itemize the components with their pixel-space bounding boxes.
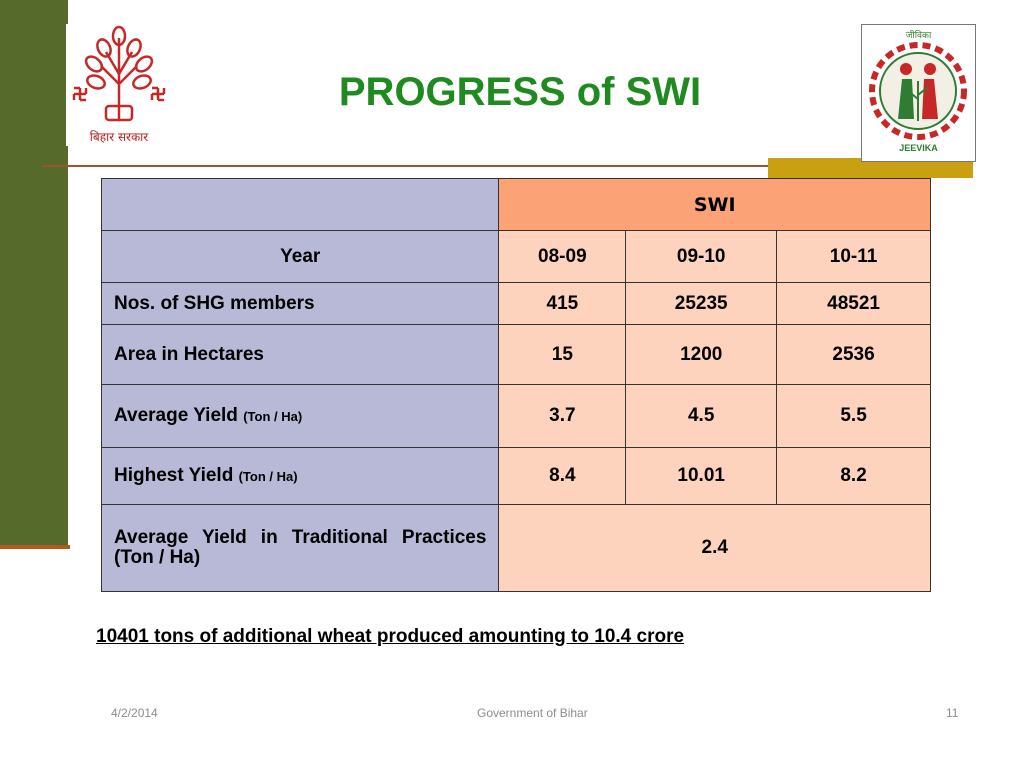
footer-date: 4/2/2014 (111, 706, 158, 720)
value-cell: 415 (498, 282, 627, 325)
value-cell: 25235 (625, 282, 778, 325)
row-label-text: Highest Yield (114, 465, 234, 486)
table-row: Area in Hectares 15 1200 2536 (100, 324, 931, 385)
value-cell: 3.7 (498, 384, 627, 448)
side-bar-edge (0, 545, 70, 549)
value-cell: 5.5 (776, 384, 931, 448)
table-corner-cell (100, 178, 500, 231)
title-divider (42, 165, 872, 167)
table-row: Nos. of SHG members 415 25235 48521 (100, 282, 931, 325)
row-label: Area in Hectares (100, 324, 500, 385)
row-label: Highest Yield (Ton / Ha) (100, 447, 500, 505)
year-row: Year 08-09 09-10 10-11 (100, 230, 931, 283)
row-label-text: Nos. of SHG members (114, 292, 315, 314)
table-row: Average Yield (Ton / Ha) 3.7 4.5 5.5 (100, 384, 931, 448)
row-unit: (Ton / Ha) (243, 409, 303, 424)
year-cell: 09-10 (625, 230, 778, 283)
bodhi-tree-emblem-icon (72, 25, 166, 122)
value-cell: 2536 (776, 324, 931, 385)
value-cell: 4.5 (625, 384, 778, 448)
side-bar (0, 0, 68, 548)
value-cell: 8.2 (776, 447, 931, 505)
logo-left-caption: बिहार सरकार (89, 130, 149, 144)
swi-progress-table: SWI Year 08-09 09-10 10-11 Nos. of SHG m… (100, 178, 931, 592)
footer-center: Government of Bihar (477, 706, 588, 720)
table-header-row: SWI (100, 178, 931, 231)
traditional-yield-row: Average Yield in Traditional Practices (… (100, 504, 931, 592)
value-cell: 8.4 (498, 447, 627, 505)
traditional-yield-label: Average Yield in Traditional Practices (… (100, 504, 500, 592)
table-row: Highest Yield (Ton / Ha) 8.4 10.01 8.2 (100, 447, 931, 505)
year-cell: 10-11 (776, 230, 931, 283)
jeevika-emblem-icon (869, 42, 967, 140)
row-label: Nos. of SHG members (100, 282, 500, 325)
row-label: Average Yield (Ton / Ha) (100, 384, 500, 448)
value-cell: 15 (498, 324, 627, 385)
logo-right-top-text: जीविका (905, 31, 932, 41)
value-cell: 48521 (776, 282, 931, 325)
swi-group-header: SWI (498, 178, 931, 231)
row-label-text: Average Yield (114, 405, 238, 426)
footer-page-number: 11 (946, 706, 959, 720)
logo-right-caption: JEEVIKA (899, 143, 938, 153)
traditional-yield-value: 2.4 (498, 504, 931, 592)
page-title: PROGRESS of SWI (338, 70, 702, 114)
summary-footnote: 10401 tons of additional wheat produced … (96, 626, 685, 647)
accent-block (768, 158, 973, 178)
jeevika-logo: जीविका JEEVIKA (861, 24, 976, 162)
value-cell: 1200 (625, 324, 778, 385)
row-unit: (Ton / Ha) (238, 469, 298, 484)
value-cell: 10.01 (625, 447, 778, 505)
year-cell: 08-09 (498, 230, 627, 283)
year-label: Year (100, 230, 500, 283)
row-label-text: Area in Hectares (114, 343, 264, 365)
bihar-government-logo: बिहार सरकार (66, 24, 172, 146)
